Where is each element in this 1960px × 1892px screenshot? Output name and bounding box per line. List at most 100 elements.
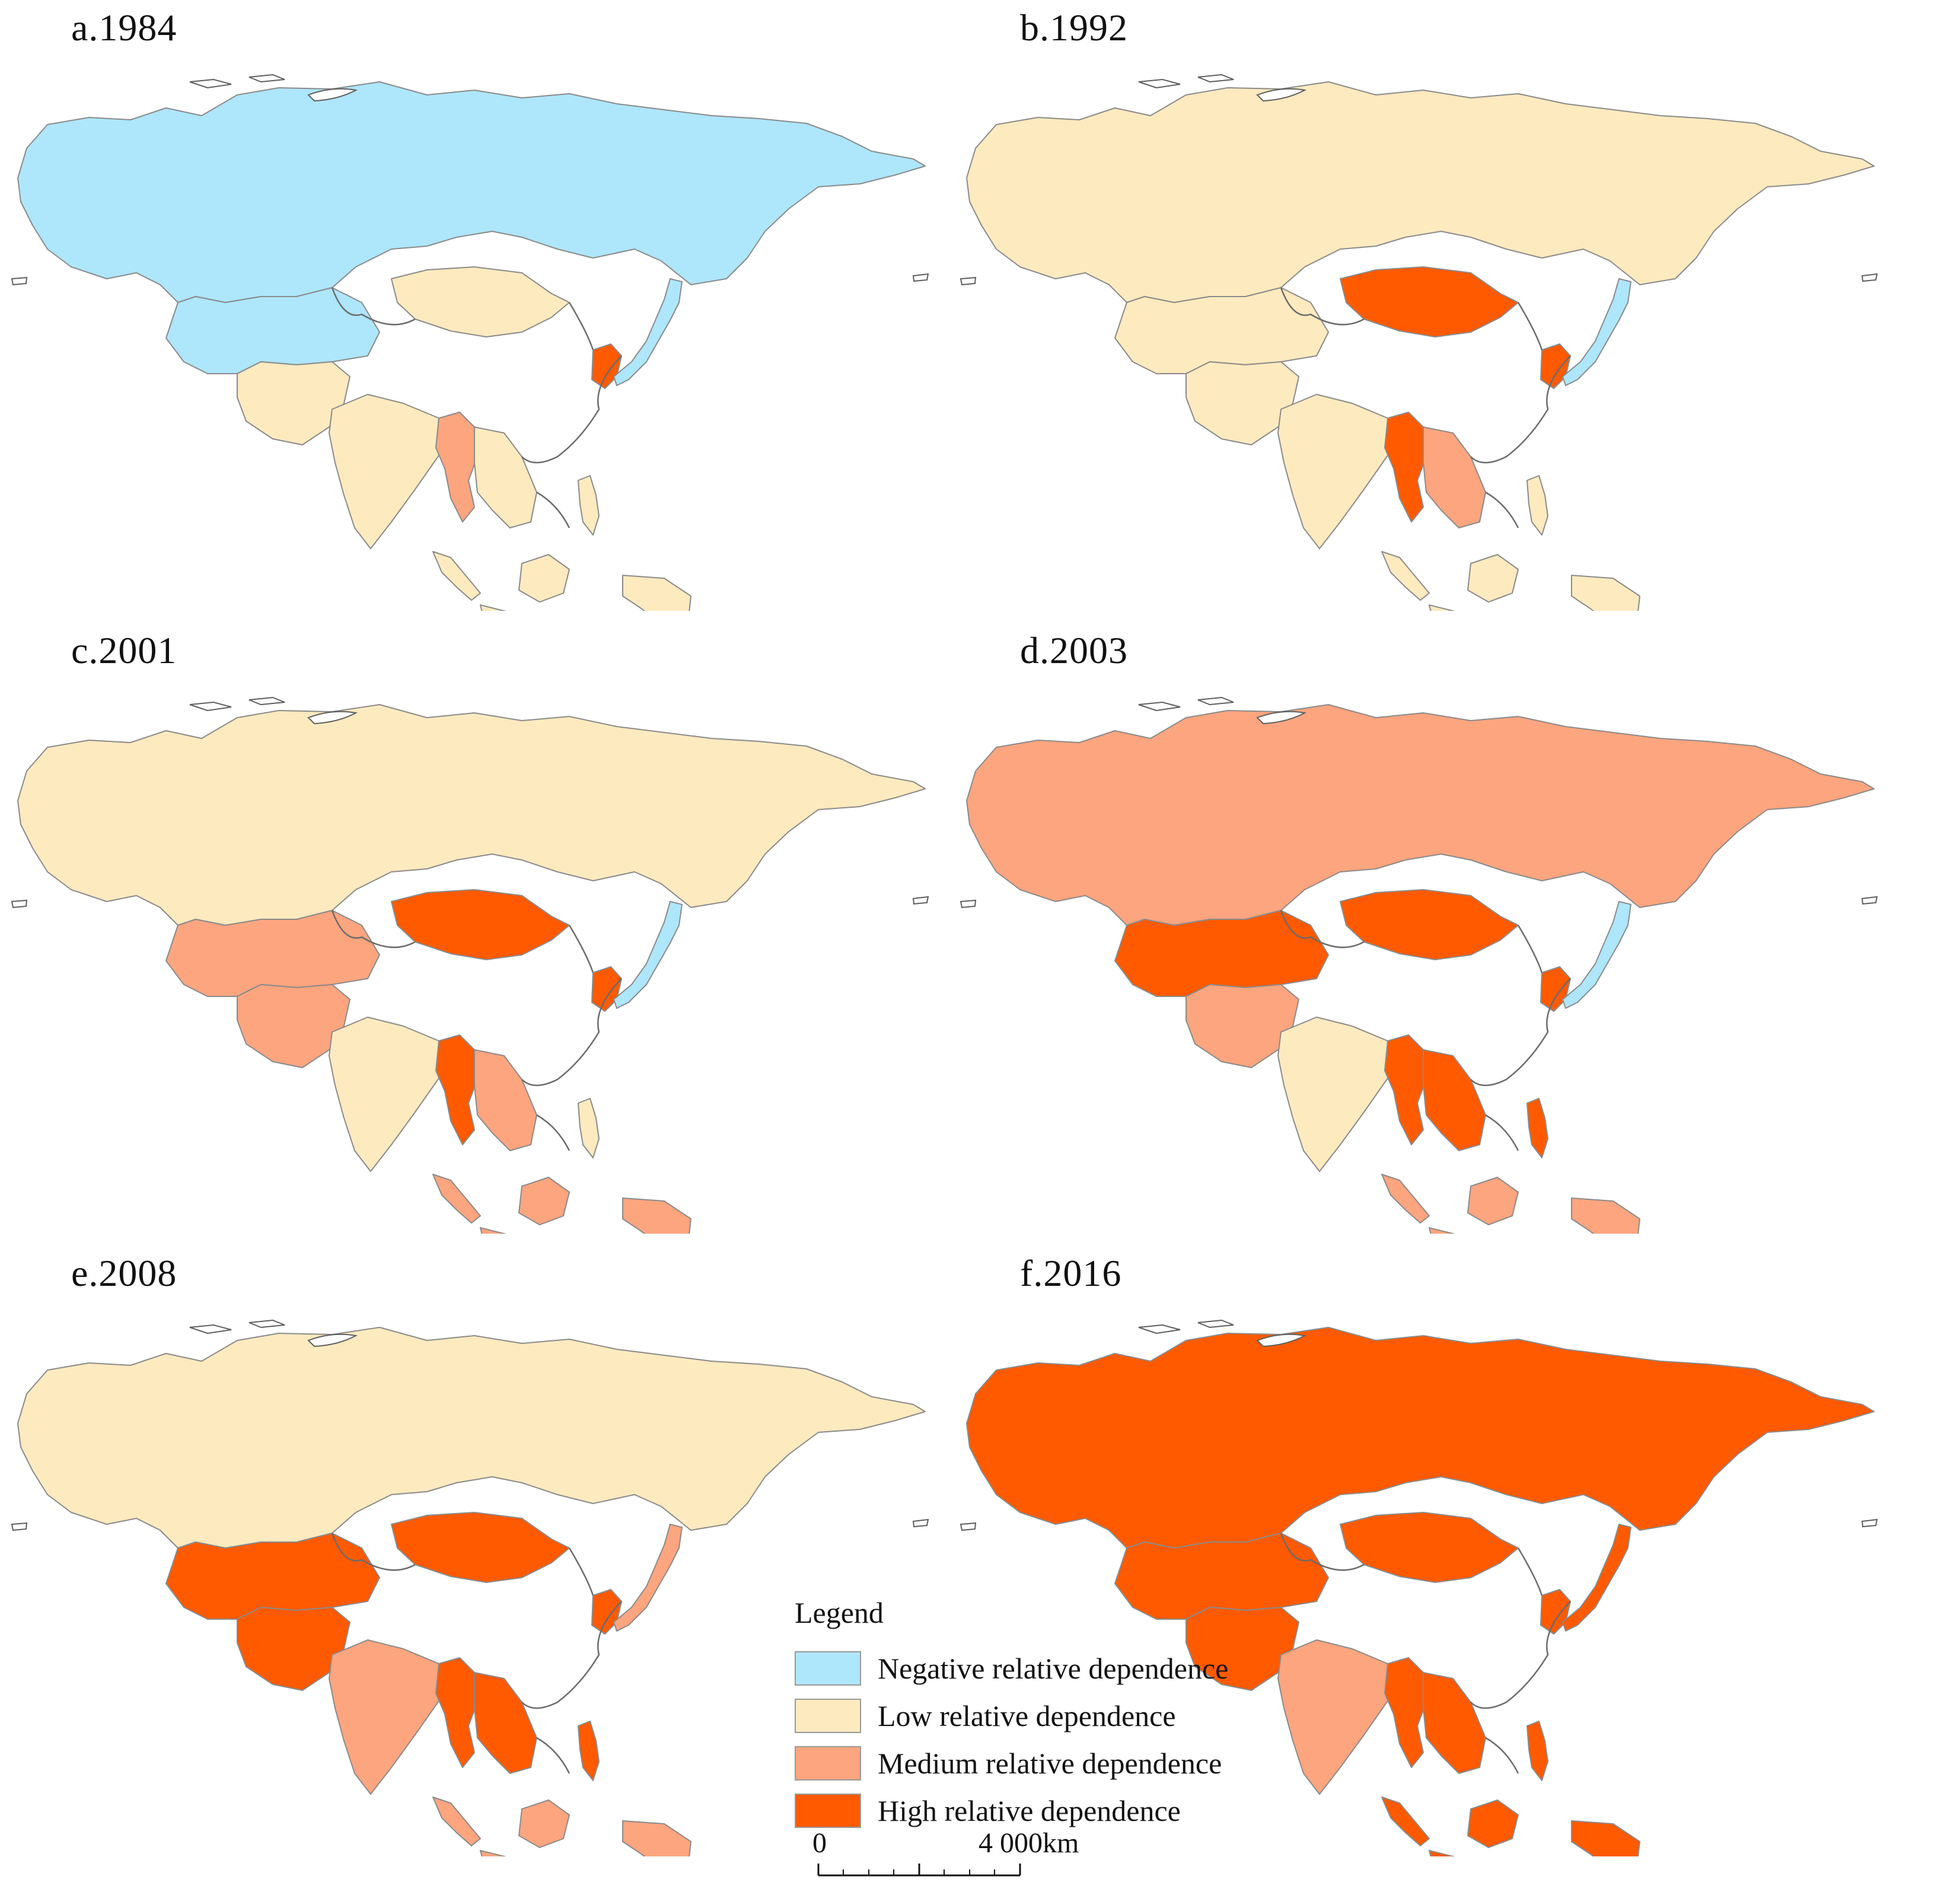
region-philippines [1526,1721,1548,1781]
legend-swatch [795,1699,861,1733]
arctic-island [248,1319,285,1329]
asia-map [11,1319,929,1856]
legend-label: Negative relative dependence [878,1652,1229,1685]
region-philippines [578,1721,600,1781]
coastline [521,355,622,464]
coastline [536,1114,571,1151]
coastline [568,925,594,973]
coastline [1470,1601,1571,1709]
region-india [1277,1017,1400,1172]
region-malay [1381,551,1430,601]
map-panel-c: c.2001 [0,629,961,1234]
coastline [568,302,594,351]
legend-swatch [795,1651,861,1686]
region-indochina [474,1672,537,1774]
arctic-island [960,899,977,909]
legend-swatch [795,1746,861,1780]
legend-swatch [795,1794,861,1828]
arctic-island [1861,273,1878,282]
region-japan [1562,278,1631,386]
scale-bar-ruler [817,1864,1021,1877]
map-panel-e: e.2008 [0,1251,961,1856]
region-indonesia [480,554,691,611]
map-panel-a: a.1984 [0,6,961,611]
region-indonesia [1429,554,1640,611]
arctic-island [189,701,232,712]
region-myanmar [1384,1034,1427,1145]
region-malay [432,551,481,601]
coastline [1280,1533,1365,1571]
arctic-island [912,273,929,282]
asia-map [960,1319,1878,1856]
region-japan [613,1524,683,1632]
asia-map [11,696,929,1234]
arctic-island [1138,78,1181,89]
region-malay [432,1174,481,1224]
region-myanmar [1384,1657,1427,1768]
scale-start-label: 0 [812,1827,827,1859]
legend-title: Legend [795,1596,884,1629]
region-mongolia [391,266,570,337]
arctic-island [1861,896,1878,905]
arctic-island [960,276,977,286]
region-mongolia [391,1512,570,1583]
arctic-island [1197,1319,1234,1329]
region-japan [613,901,683,1009]
coastline [1485,1737,1519,1774]
region-central-asia [1114,287,1329,374]
region-india [1277,1639,1400,1795]
arctic-island [307,711,358,725]
coastline [1517,925,1543,973]
arctic-island [1256,1333,1307,1348]
region-philippines [1526,475,1548,536]
arctic-island [248,74,285,83]
arctic-island [11,899,28,909]
region-mongolia [391,889,570,960]
region-india [329,1017,451,1172]
legend-label: High relative dependence [878,1794,1181,1827]
coastline [521,1601,622,1709]
arctic-island [912,1518,929,1528]
legend-label: Low relative dependence [878,1699,1176,1732]
region-japan [1562,1524,1631,1632]
coastline [521,978,622,1087]
scale-bar: 0 4 000km [812,1827,1079,1880]
coastline [1485,1114,1519,1151]
arctic-island [1256,88,1307,102]
coastline [331,910,416,948]
region-myanmar [1384,412,1427,523]
coastline [331,287,416,326]
region-indonesia [1429,1177,1640,1234]
legend-label: Medium relative dependence [878,1747,1222,1780]
arctic-island [11,1522,28,1531]
arctic-island [189,1324,232,1334]
region-mongolia [1340,1512,1519,1583]
asia-map [11,74,929,611]
legend: Legend Negative relative dependence Low … [789,1595,1299,1892]
region-philippines [578,1098,600,1158]
asia-map [960,696,1878,1234]
region-mongolia [1340,889,1519,960]
coastline [568,1547,594,1596]
arctic-island [248,696,285,706]
coastline [536,1737,571,1774]
coastline [1517,302,1543,351]
region-malay [1381,1797,1430,1846]
panel-title: b.1992 [1020,7,1128,49]
region-myanmar [435,1034,478,1145]
region-central-asia [165,910,380,997]
region-mongolia [1340,266,1519,337]
map-panel-d: d.2003 [949,629,1910,1234]
region-malay [1381,1174,1430,1224]
region-japan [1562,901,1631,1009]
coastline [1517,1547,1543,1596]
panel-title: e.2008 [71,1252,177,1294]
arctic-island [1138,1324,1181,1334]
region-indochina [1423,1049,1486,1151]
region-indonesia [480,1799,691,1856]
arctic-island [189,78,232,89]
arctic-island [307,1333,358,1348]
asia-map [960,74,1878,611]
coastline [1280,910,1365,948]
region-malay [432,1797,481,1846]
